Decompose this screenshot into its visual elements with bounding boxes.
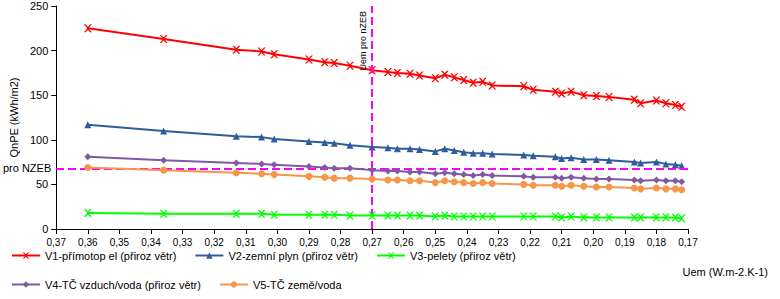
svg-text:V1-přímotop el (přiroz větr): V1-přímotop el (přiroz větr) — [45, 250, 176, 262]
svg-text:0,34: 0,34 — [141, 237, 161, 248]
svg-text:Uem pro nZEB: Uem pro nZEB — [358, 11, 368, 71]
svg-text:0,26: 0,26 — [394, 237, 414, 248]
svg-text:100: 100 — [30, 134, 48, 146]
svg-text:Uem (W.m-2.K-1): Uem (W.m-2.K-1) — [682, 266, 768, 278]
svg-text:0,37: 0,37 — [47, 237, 67, 248]
svg-text:250: 250 — [30, 0, 48, 12]
svg-text:V2-zemní plyn (přiroz větr): V2-zemní plyn (přiroz větr) — [228, 250, 358, 262]
svg-text:V5-TČ země/voda: V5-TČ země/voda — [253, 279, 343, 291]
svg-text:QnPE pro NZEB: QnPE pro NZEB — [0, 162, 51, 174]
svg-text:0,18: 0,18 — [647, 237, 667, 248]
svg-text:0,32: 0,32 — [204, 237, 224, 248]
svg-text:0,19: 0,19 — [615, 237, 635, 248]
svg-text:200: 200 — [30, 45, 48, 57]
svg-text:50: 50 — [36, 178, 48, 190]
svg-text:0,20: 0,20 — [584, 237, 604, 248]
svg-text:0,23: 0,23 — [489, 237, 509, 248]
svg-text:V3-pelety (přiroz větr): V3-pelety (přiroz větr) — [410, 250, 516, 262]
svg-text:0,22: 0,22 — [520, 237, 540, 248]
svg-text:0: 0 — [42, 223, 48, 235]
svg-text:V4-TČ vzduch/voda (přiroz větr: V4-TČ vzduch/voda (přiroz větr) — [45, 279, 201, 291]
svg-text:0,28: 0,28 — [331, 237, 351, 248]
svg-text:0,29: 0,29 — [299, 237, 319, 248]
svg-text:0,36: 0,36 — [78, 237, 98, 248]
svg-text:QnPE (kWh/m2): QnPE (kWh/m2) — [8, 77, 20, 157]
svg-text:0,30: 0,30 — [268, 237, 288, 248]
svg-text:0,17: 0,17 — [678, 237, 698, 248]
svg-text:0,24: 0,24 — [457, 237, 477, 248]
svg-text:0,27: 0,27 — [362, 237, 382, 248]
svg-text:0,25: 0,25 — [426, 237, 446, 248]
svg-text:0,31: 0,31 — [236, 237, 256, 248]
svg-text:0,33: 0,33 — [173, 237, 193, 248]
svg-text:150: 150 — [30, 89, 48, 101]
svg-text:0,35: 0,35 — [110, 237, 130, 248]
svg-text:0,21: 0,21 — [552, 237, 572, 248]
